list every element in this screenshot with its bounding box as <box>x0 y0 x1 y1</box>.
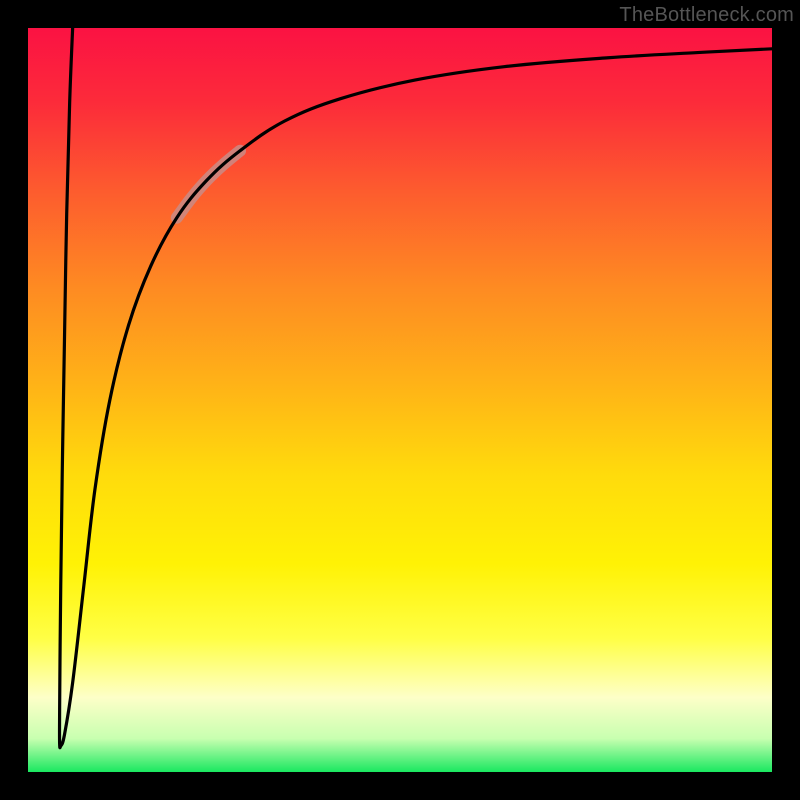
figure-frame: TheBottleneck.com <box>0 0 800 800</box>
chart-canvas <box>0 0 800 800</box>
watermark-text: TheBottleneck.com <box>619 4 794 27</box>
plot-background <box>28 28 772 772</box>
